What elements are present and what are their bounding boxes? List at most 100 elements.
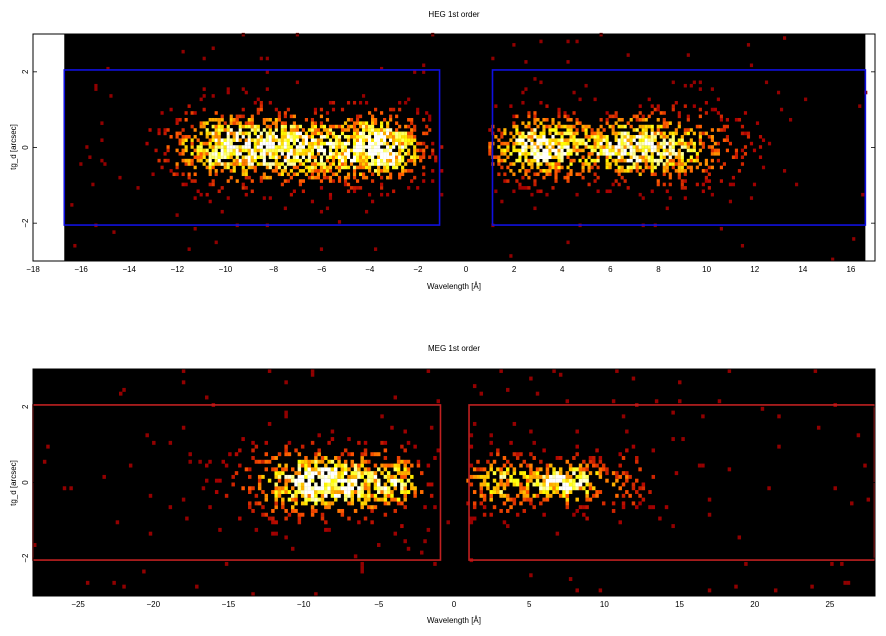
- heg-count-bin: [554, 179, 558, 183]
- meg-count-bin: [582, 478, 586, 483]
- heg-count-bin: [190, 158, 194, 163]
- meg-count-bin: [585, 497, 589, 502]
- heg-count-bin: [217, 138, 221, 142]
- heg-count-bin: [641, 148, 645, 153]
- meg-count-bin: [314, 452, 318, 457]
- heg-count-bin: [713, 141, 717, 146]
- heg-count-bin: [497, 172, 501, 177]
- heg-x-tick-label: −14: [122, 265, 136, 274]
- heg-count-bin: [181, 148, 185, 153]
- heg-count-bin: [563, 114, 567, 119]
- heg-count-bin: [575, 128, 579, 132]
- meg-count-bin: [214, 490, 219, 494]
- heg-count-bin: [518, 148, 522, 153]
- heg-count-bin: [232, 148, 236, 153]
- heg-count-bin: [386, 145, 390, 149]
- meg-count-bin: [254, 501, 259, 506]
- heg-count-bin: [136, 186, 140, 190]
- heg-count-bin: [364, 152, 369, 156]
- heg-count-bin: [268, 135, 272, 139]
- heg-count-bin: [557, 131, 561, 136]
- heg-count-bin: [683, 162, 687, 166]
- meg-count-bin: [436, 399, 441, 404]
- heg-count-bin: [698, 114, 702, 119]
- meg-count-bin: [327, 501, 331, 506]
- meg-count-bin: [390, 478, 394, 483]
- heg-count-bin: [214, 135, 218, 139]
- heg-count-bin: [337, 155, 342, 159]
- heg-count-bin: [641, 158, 645, 163]
- heg-count-bin: [217, 145, 221, 149]
- heg-count-bin: [647, 148, 651, 153]
- heg-count-bin: [647, 138, 651, 142]
- meg-count-bin: [337, 463, 341, 468]
- heg-count-bins: [70, 32, 868, 262]
- heg-count-bin: [319, 162, 324, 166]
- meg-count-bin: [324, 490, 328, 494]
- meg-count-bin: [300, 478, 305, 483]
- heg-count-bin: [259, 135, 263, 139]
- heg-count-bin: [235, 131, 239, 136]
- heg-count-bin: [422, 165, 426, 170]
- meg-count-bin: [767, 486, 771, 491]
- heg-count-bin: [569, 158, 573, 163]
- heg-count-bin: [361, 175, 366, 180]
- meg-count-bin: [542, 486, 546, 491]
- heg-count-bin: [346, 182, 351, 187]
- heg-count-bin: [620, 148, 624, 153]
- heg-count-bin: [220, 114, 224, 119]
- heg-count-bin: [325, 131, 330, 136]
- meg-count-bin: [185, 516, 189, 521]
- meg-count-bin: [486, 459, 490, 464]
- meg-count-bin: [525, 486, 530, 491]
- heg-count-bin: [286, 158, 290, 163]
- heg-count-bin: [695, 165, 699, 170]
- heg-count-bin: [386, 165, 390, 170]
- meg-count-bin: [257, 486, 262, 491]
- heg-count-bin: [214, 155, 218, 159]
- heg-count-bin: [581, 162, 585, 166]
- heg-count-bin: [349, 124, 354, 129]
- heg-count-bin: [584, 158, 588, 163]
- heg-count-bin: [527, 158, 531, 163]
- heg-count-bin: [383, 169, 387, 173]
- meg-count-bin: [221, 459, 226, 464]
- meg-count-bin: [595, 493, 599, 498]
- heg-count-bin: [533, 131, 537, 136]
- heg-count-bin: [328, 131, 333, 136]
- meg-count-bin: [271, 516, 275, 521]
- meg-count-bin: [337, 486, 341, 491]
- heg-count-bin: [268, 175, 272, 180]
- meg-count-bin: [572, 482, 576, 487]
- meg-count-bin: [181, 380, 186, 385]
- meg-count-bin: [307, 463, 312, 468]
- heg-count-bin: [650, 165, 654, 170]
- meg-count-bin: [274, 471, 278, 476]
- meg-count-bin: [631, 482, 636, 487]
- heg-count-bin: [587, 138, 591, 142]
- meg-count-bin: [291, 497, 295, 502]
- heg-count-bin: [557, 158, 561, 163]
- heg-count-bin: [677, 124, 681, 129]
- heg-count-bin: [542, 128, 546, 132]
- heg-count-bin: [746, 135, 751, 139]
- heg-count-bin: [371, 155, 375, 159]
- meg-count-bin: [357, 520, 361, 525]
- heg-count-bin: [274, 107, 278, 112]
- heg-count-bin: [358, 152, 363, 156]
- meg-count-bin: [472, 505, 477, 510]
- meg-count-bin: [343, 493, 348, 498]
- meg-count-bin: [294, 493, 298, 498]
- meg-count-bin: [294, 471, 298, 476]
- heg-x-tick-label: −6: [317, 265, 327, 274]
- heg-count-bin: [337, 158, 342, 163]
- meg-count-bin: [697, 463, 702, 468]
- heg-count-bin: [548, 148, 552, 153]
- heg-count-bin: [617, 141, 621, 146]
- heg-count-bin: [295, 124, 299, 129]
- heg-count-bin: [217, 158, 221, 163]
- heg-count-bin: [247, 131, 251, 136]
- meg-count-bin: [327, 474, 331, 479]
- heg-count-bin: [752, 182, 757, 187]
- heg-count-bin: [602, 152, 606, 156]
